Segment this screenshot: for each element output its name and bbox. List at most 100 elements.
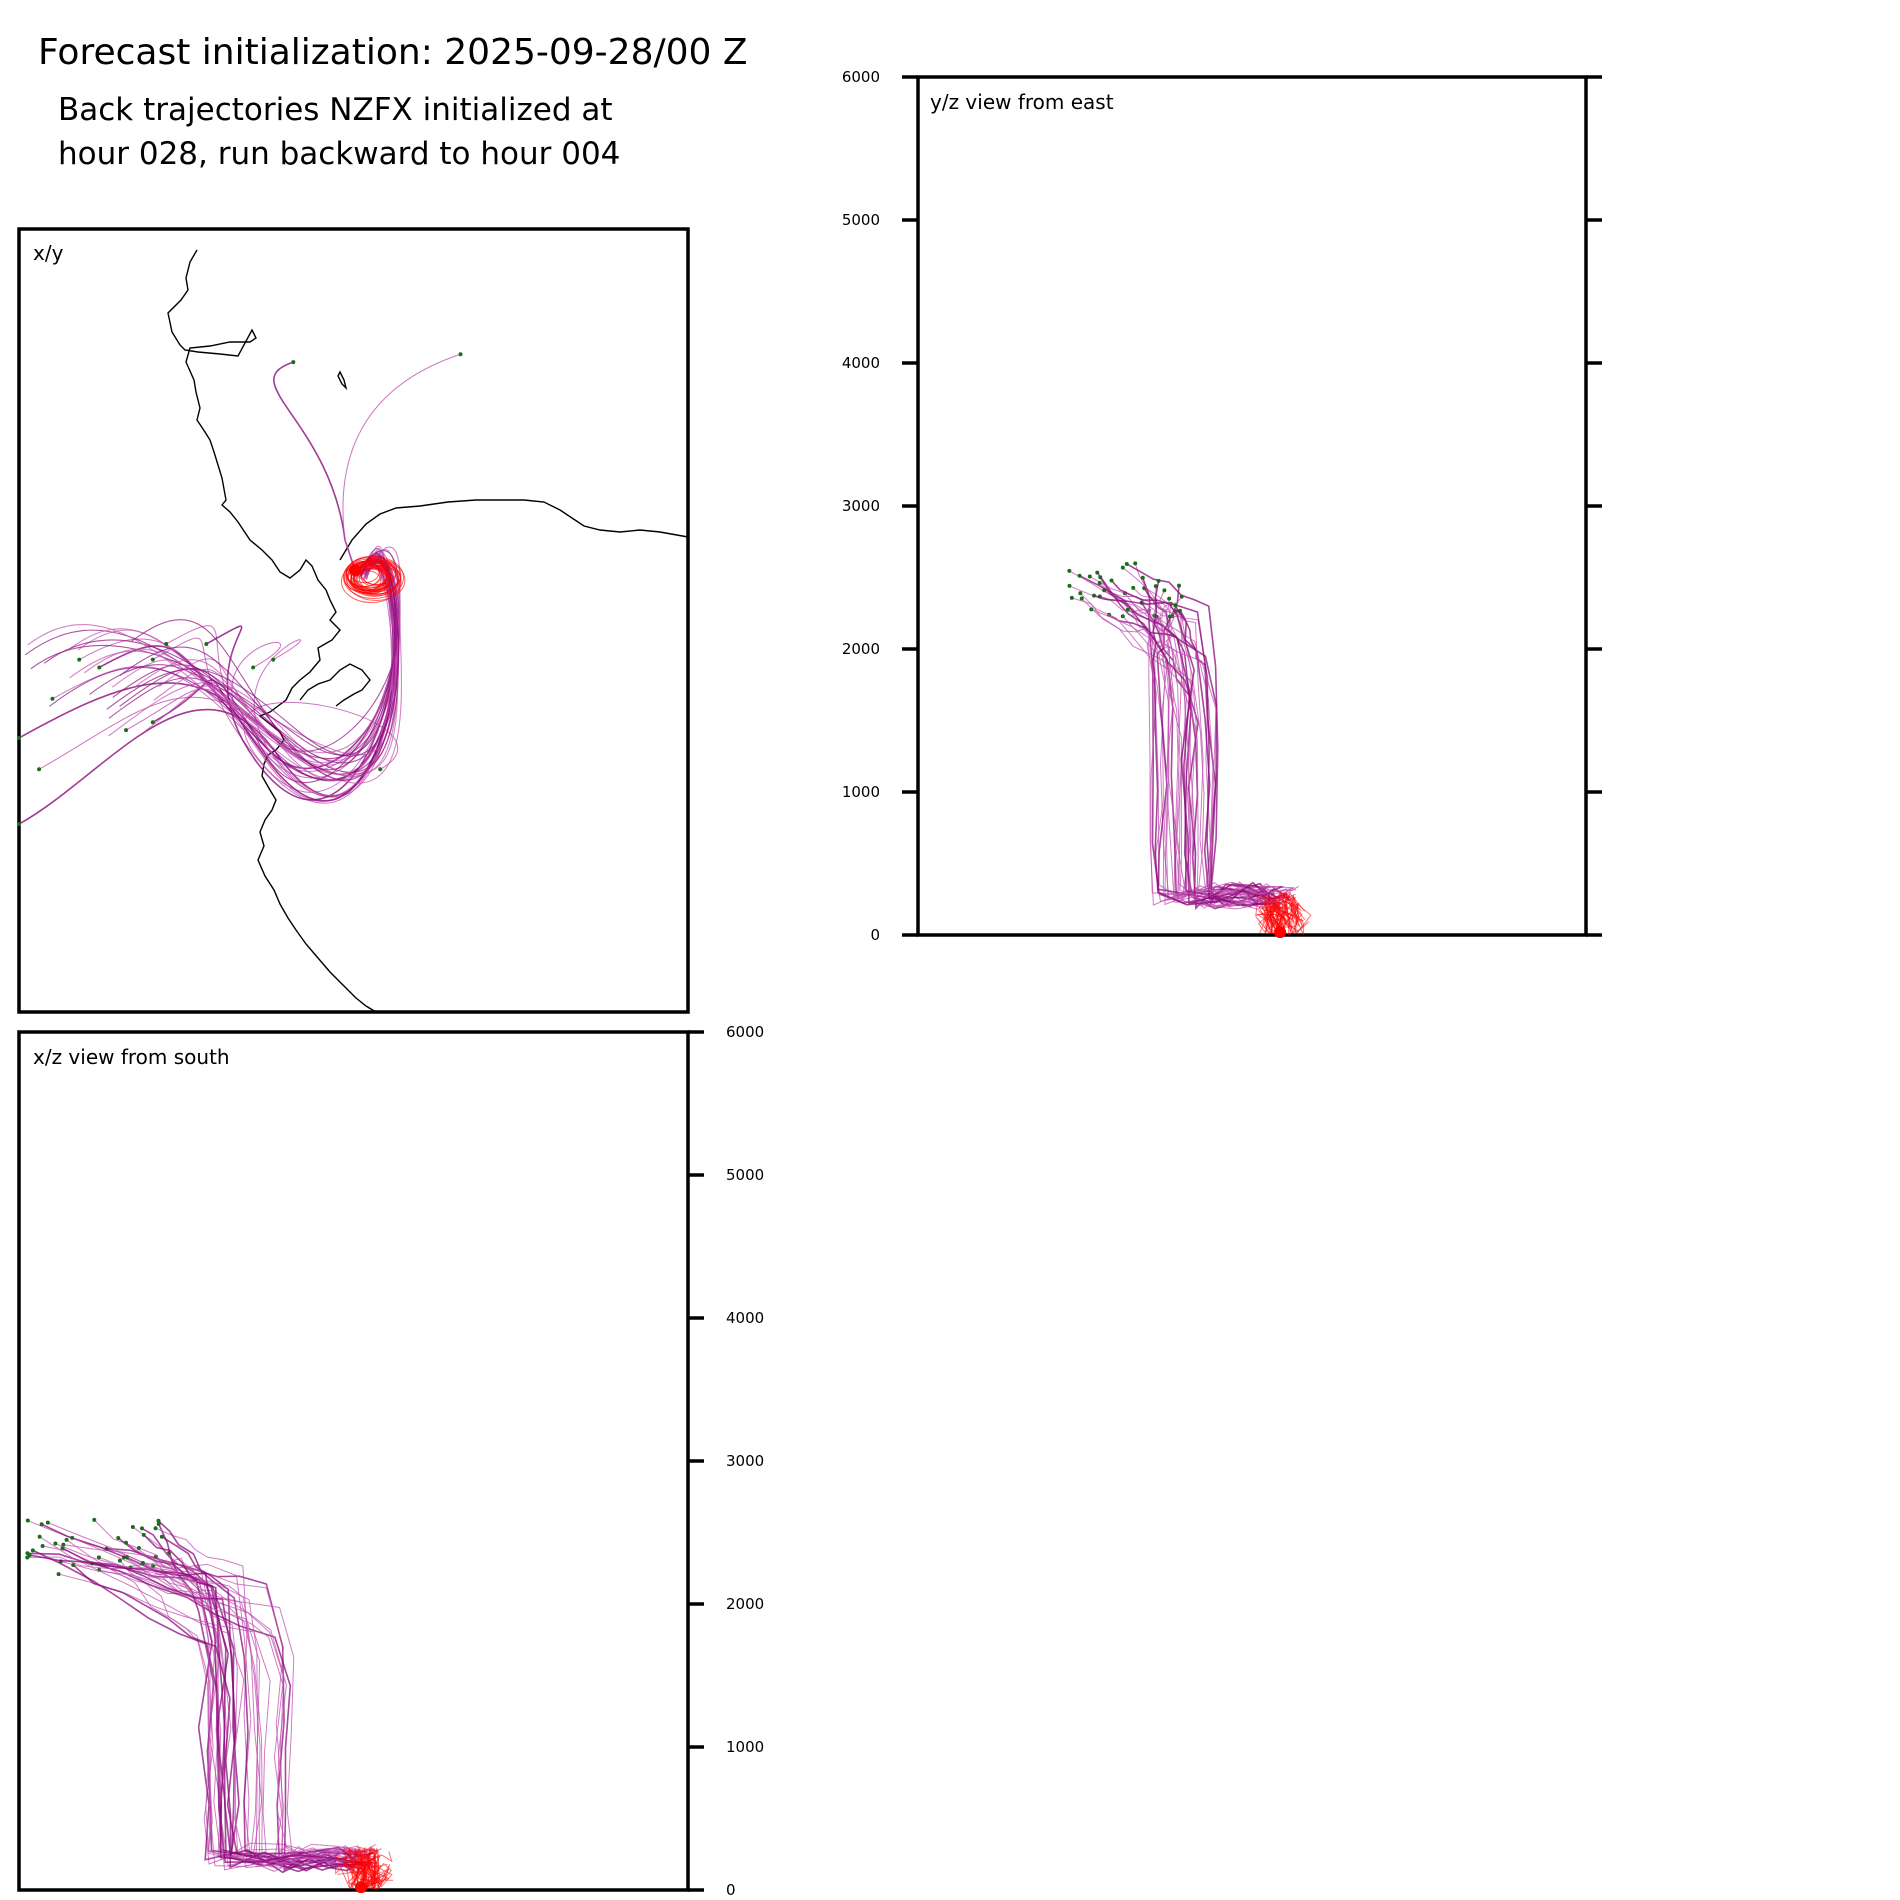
- trajectory-endpoint: [1133, 561, 1138, 566]
- trajectory-line: [29, 1554, 376, 1863]
- trajectory-endpoint: [92, 1517, 97, 1522]
- trajectory-line: [158, 1523, 356, 1871]
- figure-subtitle: Back trajectories NZFX initialized at ho…: [58, 88, 620, 176]
- trajectory-endpoint: [1120, 565, 1125, 570]
- trajectory-line: [69, 546, 401, 754]
- y-tick-label: 4000: [726, 1309, 764, 1327]
- trajectory-start-segment: [342, 1846, 362, 1889]
- yz-trajectories: [1067, 561, 1312, 939]
- xy-panel-frame: [17, 227, 690, 1014]
- trajectory-endpoint: [150, 720, 155, 725]
- trajectory-endpoint: [251, 665, 256, 670]
- trajectory-endpoint: [378, 767, 383, 772]
- trajectory-line: [1153, 615, 1275, 907]
- trajectory-line: [1079, 574, 1273, 908]
- yz-panel-frame: [916, 75, 1588, 937]
- trajectory-endpoint: [1069, 595, 1074, 600]
- xz-trajectories: [25, 1517, 394, 1894]
- trajectory-line: [126, 1556, 371, 1865]
- xz-panel: x/z view from south 0 1000 2000 3000 4000 500…: [17, 1023, 764, 1899]
- trajectory-endpoint: [1124, 561, 1129, 566]
- trajectory-endpoint: [1179, 594, 1184, 599]
- trajectory-endpoint: [124, 1555, 129, 1560]
- trajectory-endpoint: [458, 352, 463, 357]
- trajectory-endpoint: [164, 641, 169, 646]
- trajectory-endpoint: [71, 1562, 76, 1567]
- trajectory-endpoint: [1177, 583, 1182, 588]
- trajectory-endpoint: [139, 1526, 144, 1531]
- coastline-inlet: [299, 663, 371, 707]
- trajectory-endpoint: [96, 1555, 101, 1560]
- release-point: [349, 564, 361, 576]
- trajectory-endpoint: [64, 1537, 69, 1542]
- trajectory-endpoint: [117, 1558, 122, 1563]
- trajectory-endpoint: [1173, 603, 1178, 608]
- trajectory-endpoint: [1077, 573, 1082, 578]
- xy-panel: x/y: [17, 227, 690, 1014]
- trajectory-endpoint: [150, 657, 155, 662]
- trajectory-line: [1152, 580, 1268, 906]
- trajectory-endpoint: [291, 360, 296, 365]
- trajectory-endpoint: [1131, 585, 1136, 590]
- trajectory-line: [1168, 616, 1295, 908]
- trajectory-start-loop: [343, 555, 405, 599]
- coastline-island: [337, 370, 348, 391]
- trajectory-line: [49, 550, 401, 782]
- trajectory-endpoint: [1067, 568, 1072, 573]
- y-tick-label: 5000: [842, 211, 880, 229]
- y-tick-label: 1000: [726, 1738, 764, 1756]
- trajectory-endpoint: [56, 1572, 61, 1577]
- trajectory-line: [39, 1536, 376, 1869]
- trajectory-start-segment: [1281, 892, 1306, 934]
- y-tick-label: 0: [870, 926, 880, 944]
- trajectory-endpoint: [153, 1526, 158, 1531]
- yz-panel-label: y/z view from east: [930, 90, 1114, 114]
- xz-axis-ticks: 0 1000 2000 3000 4000 5000 6000: [688, 1023, 764, 1899]
- trajectory-endpoint: [53, 1541, 58, 1546]
- trajectory-line: [155, 1556, 355, 1873]
- trajectory-line: [1122, 567, 1296, 905]
- trajectory-line: [273, 361, 356, 571]
- xz-panel-frame: [17, 1030, 690, 1892]
- trajectory-endpoint: [30, 1548, 35, 1553]
- trajectory-endpoint: [39, 1522, 44, 1527]
- trajectory-start-segment: [1284, 904, 1306, 934]
- trajectory-endpoint: [123, 1540, 128, 1545]
- trajectory-endpoint: [1087, 574, 1092, 579]
- trajectory-endpoint: [124, 728, 129, 733]
- trajectory-line: [63, 1544, 363, 1861]
- xy-endpoints: [17, 352, 463, 827]
- trajectory-endpoint: [140, 1560, 145, 1565]
- trajectory-endpoint: [1167, 596, 1172, 601]
- trajectory-endpoint: [271, 657, 276, 662]
- trajectory-line: [1079, 592, 1293, 909]
- trajectory-endpoint: [130, 1525, 135, 1530]
- trajectory-endpoint: [1097, 580, 1102, 585]
- trajectory-line: [1148, 596, 1294, 906]
- trajectory-endpoint: [156, 1518, 161, 1523]
- trajectory-line: [41, 1523, 356, 1869]
- trajectory-endpoint: [136, 1545, 141, 1550]
- trajectory-line: [72, 1537, 361, 1866]
- trajectory-endpoint: [1120, 614, 1125, 619]
- y-tick-label: 3000: [726, 1452, 764, 1470]
- y-tick-label: 1000: [842, 783, 880, 801]
- trajectory-line: [58, 1573, 368, 1866]
- trajectory-start-segment: [1257, 892, 1273, 935]
- trajectory-endpoint: [37, 1534, 42, 1539]
- subtitle-line-2: hour 028, run backward to hour 004: [58, 136, 621, 172]
- trajectory-endpoint: [61, 1542, 66, 1547]
- yz-panel: y/z view from east 0 1000 2000 3000 4000 5000…: [842, 68, 1602, 944]
- trajectory-start-segment: [1263, 891, 1291, 935]
- trajectory-endpoint: [70, 1535, 75, 1540]
- y-tick-label: 3000: [842, 497, 880, 515]
- trajectory-endpoint: [1089, 607, 1094, 612]
- trajectory-endpoint: [1162, 588, 1167, 593]
- trajectory-endpoint: [45, 1520, 50, 1525]
- trajectory-endpoint: [77, 657, 82, 662]
- trajectory-line: [1146, 590, 1274, 895]
- trajectory-endpoint: [1079, 596, 1084, 601]
- xy-panel-label: x/y: [33, 241, 64, 265]
- trajectory-endpoint: [1092, 593, 1097, 598]
